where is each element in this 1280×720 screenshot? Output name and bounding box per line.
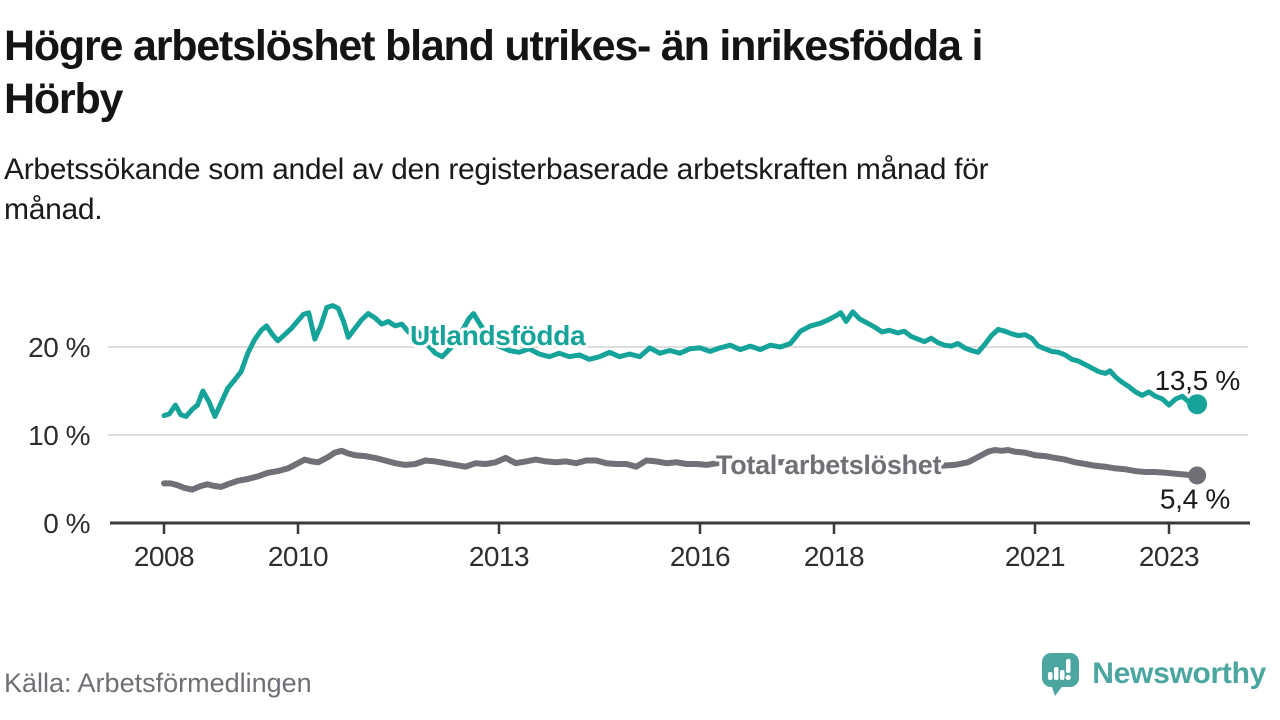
end-value-label-total-arbetsl-shet: 5,4 %	[1160, 483, 1230, 514]
end-value-label-utlandsf-dda: 13,5 %	[1155, 365, 1240, 396]
chart-title-line-2: Hörby	[4, 75, 123, 123]
end-dot-total-arbetsl-shet	[1188, 466, 1207, 485]
series-label-utlandsf-dda: Utlandsfödda	[410, 320, 586, 351]
x-tick-label-2013: 2013	[469, 541, 529, 572]
end-dot-utlandsf-dda	[1187, 394, 1208, 415]
series-line-total-arbetsl-shet	[161, 447, 1201, 493]
line-chart: 2008 2010 2013 2016 2018 2021 2023 0 % 10 % 20 % T…	[28, 303, 1250, 572]
x-tick-label-2018: 2018	[804, 541, 864, 572]
y-tick-label-10: 10 %	[28, 420, 90, 451]
x-tick-label-2016: 2016	[670, 541, 730, 572]
y-tick-label-0: 0 %	[43, 508, 90, 539]
y-tick-label-20: 20 %	[28, 332, 90, 363]
chart-subtitle-line-1: Arbetssökande som andel av den registerb…	[4, 153, 989, 186]
chart-subtitle: Arbetssökande som andel av den registerb…	[4, 150, 1266, 230]
source-note: Källa: Arbetsförmedlingen	[4, 668, 312, 698]
chart-subtitle-line-2: månad.	[4, 193, 103, 226]
brand-wordmark: Newsworthy	[1092, 657, 1266, 690]
newsworthy-logo-icon	[1042, 653, 1080, 696]
brand-logo: Newsworthy	[1039, 650, 1266, 698]
chart-title: Högre arbetslöshet bland utrikes- än inr…	[4, 20, 1266, 126]
series-line-utlandsf-dda	[161, 303, 1200, 419]
chart-title-line-1: Högre arbetslöshet bland utrikes- än inr…	[4, 22, 983, 70]
x-tick-label-2008: 2008	[134, 541, 194, 572]
x-tick-label-2023: 2023	[1139, 541, 1199, 572]
x-tick-label-2021: 2021	[1005, 541, 1065, 572]
x-tick-label-2010: 2010	[268, 541, 328, 572]
series-label-total-arbetsl-shet: Total arbetslöshet	[716, 450, 941, 480]
